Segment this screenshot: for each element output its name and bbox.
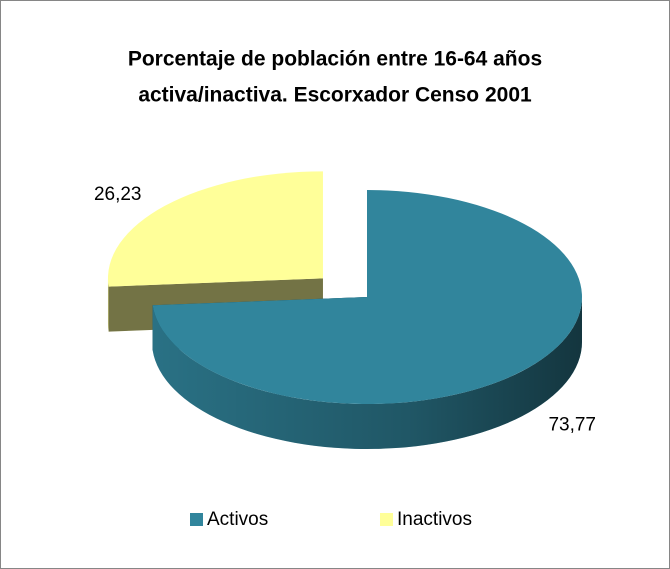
chart-title: Porcentaje de población entre 16-64 años xyxy=(128,48,542,71)
slice-side-shade xyxy=(152,297,582,450)
slice xyxy=(107,171,323,287)
legend-swatch xyxy=(380,513,393,526)
chart-title: activa/inactiva. Escorxador Censo 2001 xyxy=(138,84,532,107)
slice xyxy=(152,190,582,404)
legend-label: Activos xyxy=(207,509,268,530)
legend-swatch xyxy=(190,513,203,526)
data-label: 26,23 xyxy=(94,184,142,205)
data-label: 73,77 xyxy=(548,415,596,436)
legend-label: Inactivos xyxy=(397,509,472,530)
slice-side-shade xyxy=(107,278,109,332)
